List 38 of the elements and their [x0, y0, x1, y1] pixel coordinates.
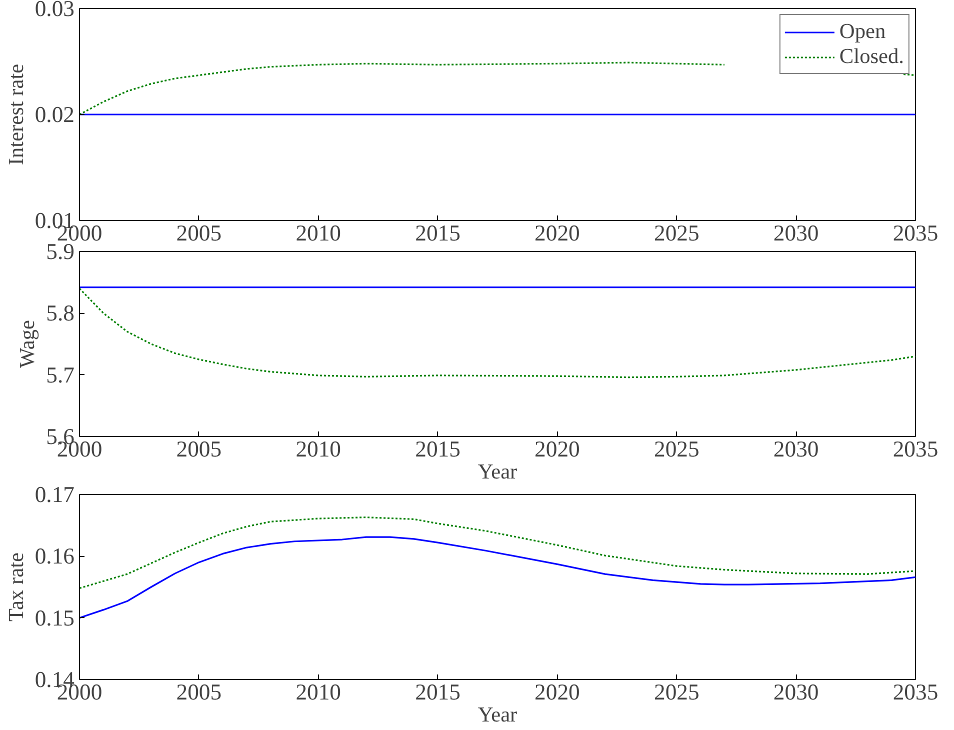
x-tick-label: 2015	[415, 436, 460, 462]
x-tick-label: 2030	[773, 220, 819, 246]
y-tick-label: 5.8	[46, 300, 75, 326]
legend-label: Closed.	[839, 44, 904, 69]
x-tick-label: 2020	[534, 680, 580, 704]
y-tick-label: 0.17	[34, 482, 75, 507]
line-series	[80, 536, 916, 619]
x-tick-label: 2020	[534, 220, 580, 246]
x-tick-label: 2025	[654, 436, 700, 462]
x-tick-label: 2030	[773, 436, 819, 462]
legend-label: Open	[839, 19, 886, 44]
y-tick-label: 0.02	[34, 102, 75, 127]
y-tick-label: 5.7	[46, 362, 75, 388]
x-tick-label: 2005	[176, 436, 222, 462]
y-axis-title: Tax rate	[4, 552, 28, 622]
x-tick-label: 2005	[176, 680, 222, 704]
x-tick-label: 2020	[534, 436, 580, 462]
line-series	[80, 516, 916, 590]
x-tick-label: 2030	[773, 680, 819, 704]
x-axis-title: Year	[478, 702, 518, 726]
x-tick-label: 2015	[415, 680, 460, 704]
x-tick-label: 2035	[892, 436, 938, 462]
x-tick-label: 2010	[296, 220, 342, 246]
x-tick-label: 2035	[892, 680, 938, 704]
x-tick-label: 2005	[176, 220, 222, 246]
y-tick-label: 0.15	[34, 605, 75, 630]
x-tick-label: 2035	[892, 220, 938, 246]
x-tick-label: 2010	[296, 436, 342, 462]
x-tick-label: 2025	[654, 220, 700, 246]
y-axis-title: Interest rate	[4, 64, 28, 166]
y-axis-title: Wage	[15, 320, 40, 368]
line-series	[80, 288, 916, 378]
x-tick-label: 2015	[415, 220, 460, 246]
y-tick-label: 0.16	[34, 544, 75, 569]
x-axis-title: Year	[478, 460, 518, 484]
x-tick-label: 2025	[654, 680, 700, 704]
y-tick-label: 0.03	[34, 0, 75, 21]
x-tick-label: 2010	[296, 680, 342, 704]
